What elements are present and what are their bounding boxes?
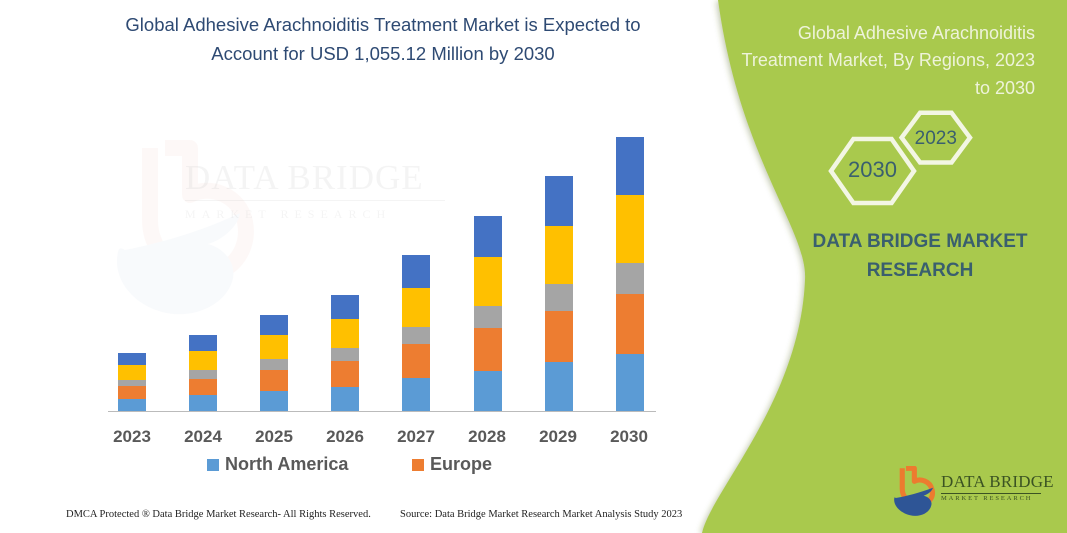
- svg-text:2030: 2030: [848, 157, 897, 182]
- svg-text:2023: 2023: [915, 128, 957, 149]
